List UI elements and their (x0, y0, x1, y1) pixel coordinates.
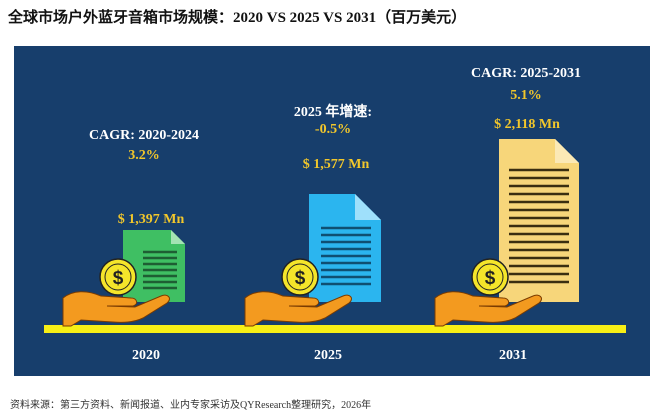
hand-coin-icon-2020: $ (62, 258, 170, 327)
document-icon-2031 (499, 139, 579, 302)
document-icon-2025 (309, 194, 381, 302)
value-label-2020: $ 1,397 Mn (117, 212, 185, 227)
hand-coin-icon-2025: $ (244, 258, 352, 327)
page-title: 全球市场户外蓝牙音箱市场规模：2020 VS 2025 VS 2031（百万美元… (8, 10, 467, 26)
bar-2020 (123, 230, 185, 302)
value-label-2025: $ 1,577 Mn (302, 157, 370, 172)
x-tick-2025: 2025 (314, 348, 342, 363)
x-tick-2031: 2031 (499, 348, 527, 363)
annotation-value-2025: -0.5% (314, 122, 352, 137)
x-tick-2020: 2020 (132, 348, 160, 363)
bar-2025 (309, 194, 381, 302)
annotation-label-2025: 2025 年增速: (293, 105, 373, 120)
value-label-2031: $ 2,118 Mn (494, 117, 560, 132)
svg-text:$: $ (295, 268, 306, 289)
document-icon-2020 (123, 230, 185, 302)
source-note: 资料来源：第三方资料、新闻报道、业内专家采访及QYResearch整理研究，20… (10, 400, 372, 411)
baseline-bar (44, 325, 626, 333)
annotation-value-2031: 5.1% (510, 88, 542, 103)
bar-2031 (499, 139, 579, 302)
annotation-label-2020: CAGR: 2020-2024 (88, 128, 200, 143)
svg-text:$: $ (485, 268, 496, 289)
annotation-label-2031: CAGR: 2025-2031 (470, 66, 582, 81)
svg-text:$: $ (113, 268, 124, 289)
annotation-value-2020: 3.2% (128, 148, 160, 163)
hand-coin-icon-2031: $ (434, 258, 542, 327)
